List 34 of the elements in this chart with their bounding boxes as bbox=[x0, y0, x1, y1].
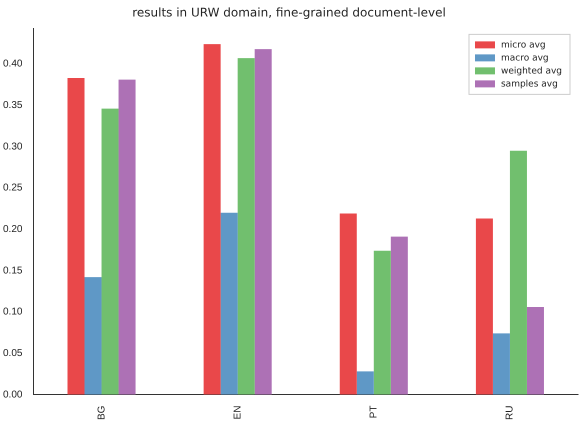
bar bbox=[238, 58, 255, 395]
legend-label: micro avg bbox=[500, 40, 546, 51]
y-tick-label: 0.30 bbox=[2, 141, 23, 152]
bar bbox=[374, 250, 391, 395]
y-tick-label: 0.00 bbox=[2, 389, 23, 400]
y-tick-label: 0.35 bbox=[2, 100, 23, 112]
bar bbox=[526, 306, 544, 395]
y-tick-label: 0.05 bbox=[2, 348, 23, 359]
bar bbox=[356, 371, 374, 395]
bar bbox=[220, 212, 238, 395]
y-tick-label: 0.10 bbox=[2, 306, 23, 318]
y-tick-label: 0.25 bbox=[2, 182, 23, 194]
x-tick-label: RU bbox=[504, 406, 516, 420]
y-tick-label: 0.20 bbox=[2, 224, 23, 235]
y-tick-label: 0.15 bbox=[2, 265, 23, 276]
x-tick-label: BG bbox=[96, 405, 108, 420]
x-tick-label: EN bbox=[232, 406, 244, 420]
bar bbox=[510, 150, 527, 395]
bar bbox=[492, 333, 510, 395]
bar bbox=[102, 108, 119, 395]
bar bbox=[390, 236, 408, 395]
bar bbox=[84, 277, 102, 395]
y-tick-label: 0.40 bbox=[2, 58, 23, 70]
legend-label: macro avg bbox=[500, 54, 549, 64]
chart-title: results in URW domain, fine-grained document-level bbox=[132, 5, 446, 20]
bar bbox=[67, 78, 85, 395]
bar bbox=[254, 49, 272, 395]
x-tick-label: PT bbox=[368, 406, 380, 418]
bar bbox=[340, 214, 357, 395]
legend-label: samples avg bbox=[500, 80, 558, 90]
bar bbox=[476, 218, 493, 395]
legend-label: weighted avg bbox=[500, 66, 562, 77]
bar bbox=[204, 44, 221, 395]
bar bbox=[118, 80, 136, 395]
